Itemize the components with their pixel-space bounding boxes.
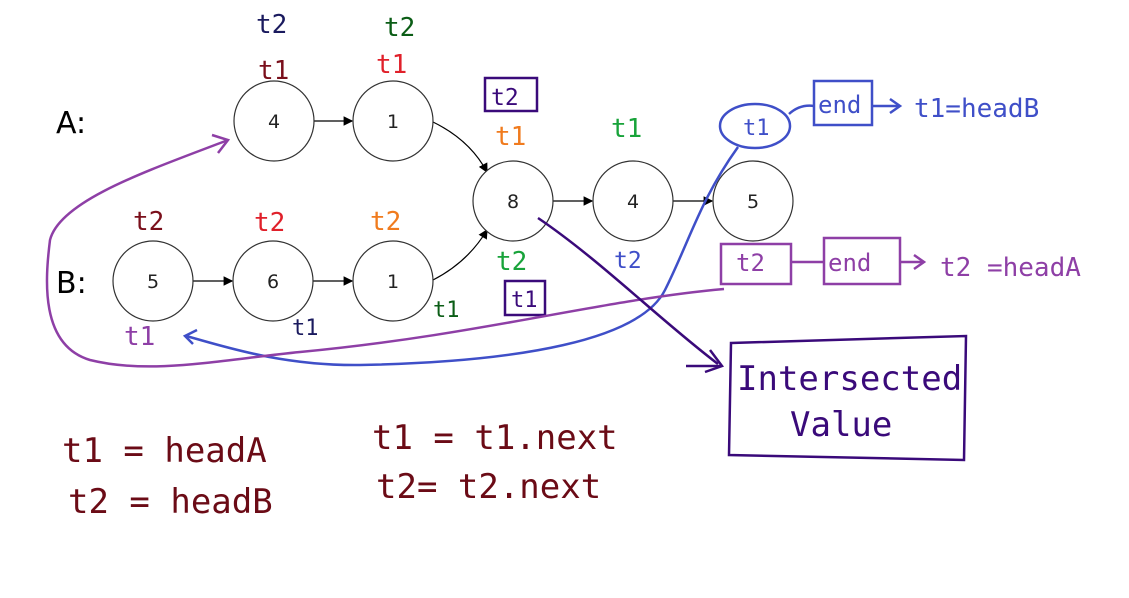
t2-end-mark: t2: [736, 249, 765, 277]
box-t1-bottom: [503, 279, 547, 317]
t2-end-label: end: [828, 249, 871, 277]
node-shared-0-value: 8: [507, 191, 519, 213]
mark-a0-t2: t2: [256, 10, 287, 40]
intersection-callout: Intersected Value: [537, 216, 968, 462]
mark-boxed-t1: t1: [511, 288, 538, 313]
t1-end-box: [812, 79, 874, 127]
node-a-1-value: 1: [387, 111, 399, 133]
list-a-nodes: 4 1: [233, 80, 434, 162]
node-shared-2-value: 5: [747, 191, 759, 213]
t1-end-circle: [718, 102, 792, 150]
mark-c4-t1: t1: [611, 114, 642, 144]
t2-path: t2 end t2 =headA: [45, 133, 1081, 368]
t1-return-arrowhead: [182, 328, 198, 345]
box-t2-top: [483, 76, 539, 113]
equations: t1 = headA t2 = headB t1 = t1.next t2= t…: [62, 418, 618, 522]
mark-a1-t2: t2: [384, 13, 415, 43]
list-b-nodes: 5 6 1: [112, 240, 434, 322]
node-b-0-value: 5: [147, 271, 159, 293]
mark-b0-t2: t2: [133, 207, 164, 237]
shared-nodes: 8 4 5: [472, 160, 794, 242]
t2-return-arrowhead: [211, 133, 231, 154]
mark-c4-t2: t2: [614, 248, 642, 274]
mark-c8-t1: t1: [495, 122, 526, 152]
intersection-arrowhead: [704, 349, 725, 374]
mark-boxed-t2: t2: [491, 85, 519, 111]
result-box: [727, 334, 968, 462]
node-edges: [193, 116, 714, 286]
node-shared-1: [592, 160, 674, 242]
result-line-2: Value: [790, 405, 892, 445]
node-b-1-value: 6: [267, 271, 279, 293]
result-line-1: Intersected: [737, 359, 962, 399]
mark-a1-t1: t1: [376, 50, 407, 80]
mark-b1-t1: t1: [292, 316, 319, 341]
node-b-2: [352, 240, 434, 322]
mark-b0-t1: t1: [124, 322, 155, 352]
node-shared-2: [712, 160, 794, 242]
mark-b1-t2: t2: [254, 208, 285, 238]
eq-step-t1: t1 = t1.next: [372, 418, 618, 458]
mark-b2-t1: t1: [433, 298, 460, 323]
mark-b2-t2: t2: [370, 207, 401, 237]
t1-end-connector: [788, 104, 815, 115]
t1-reset-text: t1=headB: [914, 94, 1039, 124]
edge-b2-c0: [432, 228, 488, 281]
eq-init-t2: t2 = headB: [68, 482, 273, 522]
node-a-0-value: 4: [268, 111, 280, 133]
mark-c8-t2: t2: [496, 247, 527, 277]
edge-a1-c0: [432, 121, 488, 174]
list-b-label: B:: [56, 266, 87, 301]
node-b-1: [232, 240, 314, 322]
t2-return-curve: [45, 138, 725, 368]
t2-reset-text: t2 =headA: [940, 253, 1081, 283]
node-b-2-value: 1: [387, 271, 399, 293]
t2-end-arrowhead: [913, 253, 927, 271]
eq-init-t1: t1 = headA: [62, 431, 267, 471]
mark-end-t1: t1: [743, 116, 770, 141]
node-shared-1-value: 4: [627, 191, 639, 213]
node-b-0: [112, 240, 194, 322]
node-a-0: [233, 80, 315, 162]
t1-end-label: end: [818, 91, 861, 119]
t2-end-box-label: [719, 242, 793, 286]
pointer-marks: t2 t1 t2 t1 t2 t1 t1 t2 t1 t2 t1 t2 t1 t…: [124, 10, 642, 352]
eq-step-t2: t2= t2.next: [376, 467, 601, 507]
node-a-1: [352, 80, 434, 162]
intersection-arrow: [537, 216, 719, 365]
node-shared-0: [472, 160, 554, 242]
mark-a0-t1: t1: [258, 56, 289, 86]
t1-end-arrowhead: [889, 97, 903, 115]
list-a-label: A:: [56, 106, 86, 141]
